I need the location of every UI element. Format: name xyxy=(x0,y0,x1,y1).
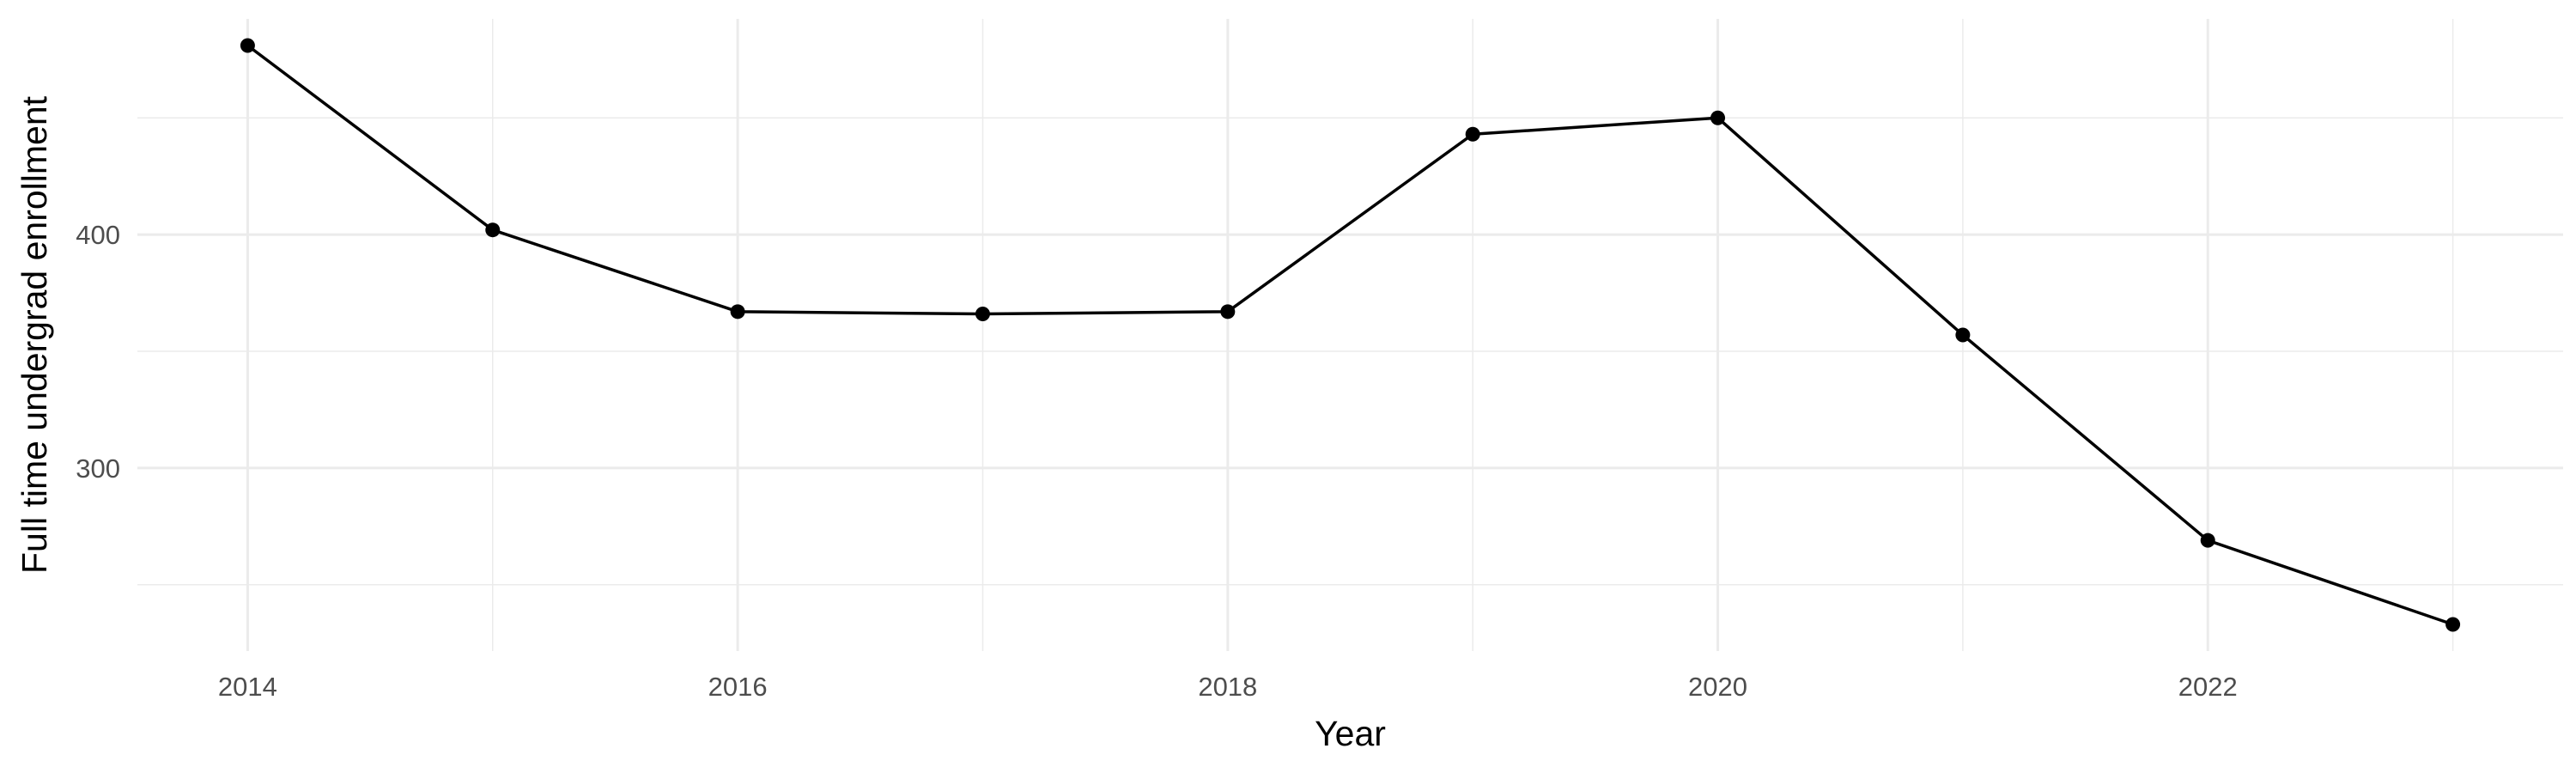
data-point xyxy=(1955,327,1971,343)
major-gridlines xyxy=(137,19,2563,651)
data-point xyxy=(1465,126,1480,142)
y-tick-label: 400 xyxy=(76,220,120,250)
y-tick-label: 300 xyxy=(76,453,120,484)
x-tick-labels: 2014 2016 2018 2020 2022 xyxy=(218,672,2238,702)
minor-gridlines xyxy=(137,19,2563,651)
data-point xyxy=(730,304,745,320)
x-tick-label: 2022 xyxy=(2178,672,2238,702)
data-point xyxy=(2200,533,2215,548)
y-axis-title: Full time undergrad enrollment xyxy=(15,95,54,574)
data-point xyxy=(240,38,255,53)
series-layer xyxy=(246,44,2454,626)
x-tick-label: 2014 xyxy=(218,672,277,702)
series-line xyxy=(246,44,2454,626)
x-tick-label: 2020 xyxy=(1688,672,1747,702)
x-tick-label: 2018 xyxy=(1198,672,1257,702)
y-tick-labels: 300 400 xyxy=(76,220,120,484)
data-point xyxy=(975,307,990,322)
data-point xyxy=(1710,110,1726,125)
points-layer xyxy=(240,38,2461,632)
data-point xyxy=(1220,304,1236,320)
data-point xyxy=(485,222,501,238)
x-axis-title: Year xyxy=(1315,714,1386,753)
x-tick-label: 2016 xyxy=(708,672,768,702)
data-point xyxy=(2445,617,2461,632)
